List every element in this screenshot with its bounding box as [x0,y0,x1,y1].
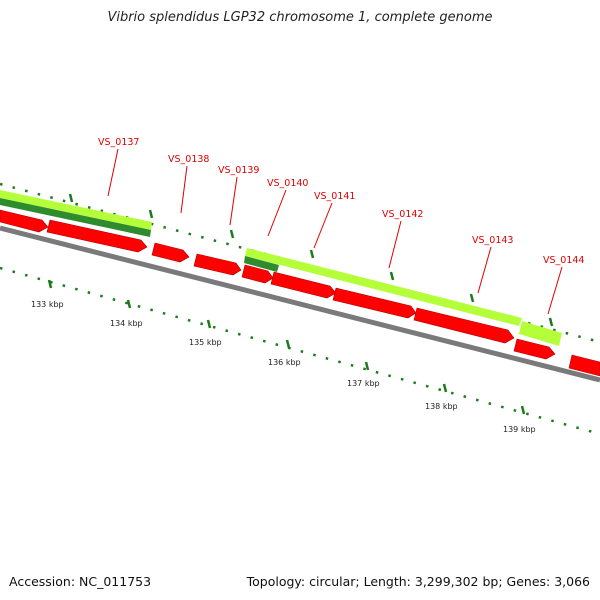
cds-arrow [241,264,274,284]
gene-label-vs-0140: VS_0140 [267,178,308,189]
genome-summary: Topology: circular; Length: 3,299,302 bp… [246,574,590,589]
upper-major-tick [389,271,395,281]
upper-major-tick [229,229,235,239]
scale-label: 134 kbp [110,319,143,328]
gene-leader-line [388,220,402,269]
lower-major-tick [47,279,53,289]
cds-arrow [332,287,417,319]
lower-major-tick [285,339,291,349]
lower-major-tick [364,361,370,371]
gene-label-vs-0144: VS_0144 [543,255,584,266]
gene-leader-line [180,165,188,214]
lower-tick-dots [0,266,600,436]
upper-major-tick [68,193,74,203]
lower-major-tick [520,405,526,415]
cds-track [0,209,600,377]
upper-tick-track [0,182,600,344]
gene-leader-line [107,148,119,197]
cds-arrow [151,242,190,263]
scale-label: 137 kbp [347,379,380,388]
cds-arrow [568,354,600,377]
lower-major-tick [126,299,132,309]
map-title: Vibrio splendidus LGP32 chromosome 1, co… [107,10,493,25]
gene-label-vs-0141: VS_0141 [314,191,355,202]
cds-arrow [193,253,242,276]
feature-block [0,190,152,230]
scale-label: 136 kbp [268,358,301,367]
cds-arrow [413,307,515,344]
upper-major-tick [469,293,475,303]
scale-label: 135 kbp [189,338,222,347]
gene-label-vs-0139: VS_0139 [218,165,259,176]
cds-arrow [0,209,49,233]
gene-leader-line [547,266,563,315]
scale-label: 138 kbp [425,402,458,411]
gene-leader-line [267,189,287,237]
accession-label: Accession: NC_011753 [9,574,152,589]
scale-labels: 133 kbp 134 kbp 135 kbp 136 kbp 137 kbp … [31,300,536,434]
upper-major-tick [309,249,315,259]
gene-label-vs-0138: VS_0138 [168,154,209,165]
gene-leader-lines [107,148,563,315]
gene-leader-line [229,176,238,226]
upper-major-tick [148,209,154,219]
gene-label-vs-0142: VS_0142 [382,209,423,220]
genome-backbone [0,225,600,383]
gene-label-vs-0143: VS_0143 [472,235,513,246]
upper-major-tick [548,317,554,327]
feature-block [245,248,522,326]
feature-track [0,190,562,346]
feature-block-dark [0,198,151,237]
cds-arrow [46,219,148,253]
gene-labels: VS_0137 VS_0138 VS_0139 VS_0140 VS_0141 … [98,137,584,266]
lower-tick-track [0,266,600,436]
scale-label: 133 kbp [31,300,64,309]
feature-block [519,321,562,346]
lower-major-tick [206,319,212,329]
cds-arrow [513,338,556,360]
feature-block-dark [244,256,279,272]
gene-label-vs-0137: VS_0137 [98,137,139,148]
gene-leader-line [313,202,333,249]
lower-major-tick [442,383,448,393]
scale-label: 139 kbp [503,425,536,434]
cds-arrow [270,271,337,299]
gene-leader-line [477,246,492,294]
